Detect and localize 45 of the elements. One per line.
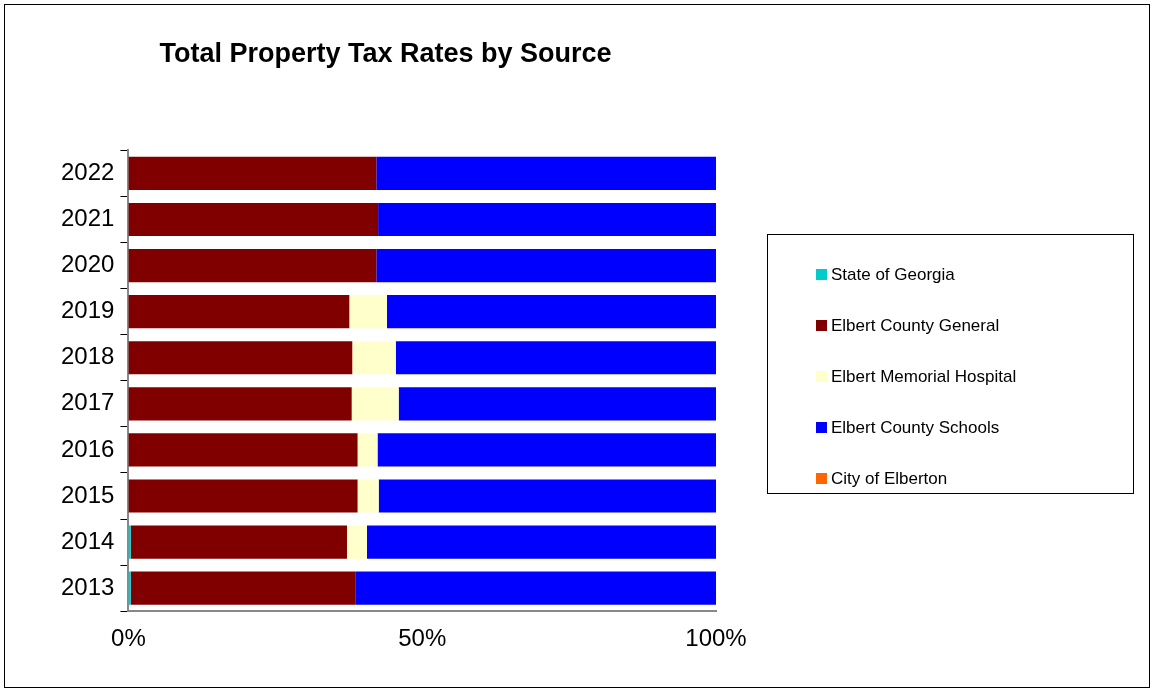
bar	[128, 202, 379, 237]
bar	[128, 433, 358, 467]
chart-title: Total Property Tax Rates by Source	[159, 37, 612, 68]
bar	[346, 525, 367, 559]
legend-label: City of Elberton	[831, 468, 948, 489]
bar	[128, 479, 358, 513]
bar	[357, 433, 378, 467]
y-tick-label: 2013	[61, 572, 115, 600]
bar	[130, 525, 347, 559]
x-tick-label: 0%	[111, 624, 146, 652]
bar	[351, 387, 399, 421]
bar	[128, 156, 377, 191]
bar	[378, 202, 716, 237]
y-tick-label: 2015	[61, 480, 115, 508]
bar	[378, 479, 716, 513]
bar	[349, 295, 387, 329]
legend-label: Elbert County Schools	[831, 417, 1000, 438]
y-tick-label: 2017	[61, 388, 115, 416]
bar	[376, 249, 716, 283]
bar	[366, 525, 716, 559]
x-tick-label: 50%	[398, 624, 447, 652]
bar	[128, 341, 353, 375]
y-tick-label: 2016	[61, 434, 115, 462]
bar	[355, 571, 716, 605]
y-tick-label: 2020	[61, 250, 115, 278]
bar	[376, 156, 716, 191]
y-tick-label: 2021	[61, 204, 115, 232]
x-tick-label: 100%	[685, 624, 747, 652]
legend-label: Elbert Memorial Hospital	[831, 366, 1017, 387]
y-tick-label: 2018	[61, 342, 115, 370]
bar	[357, 479, 379, 513]
legend-label: Elbert County General	[831, 315, 1000, 336]
y-tick-label: 2022	[61, 158, 115, 186]
bar	[128, 387, 352, 421]
y-tick-label: 2014	[61, 526, 115, 554]
bar	[130, 571, 356, 605]
bar	[128, 295, 350, 329]
bar	[398, 387, 716, 421]
bar	[395, 341, 716, 375]
legend-label: State of Georgia	[831, 264, 955, 285]
bar	[377, 433, 716, 467]
y-tick-label: 2019	[61, 296, 115, 324]
bar	[352, 341, 396, 375]
bar	[386, 295, 716, 329]
bar	[128, 249, 377, 283]
